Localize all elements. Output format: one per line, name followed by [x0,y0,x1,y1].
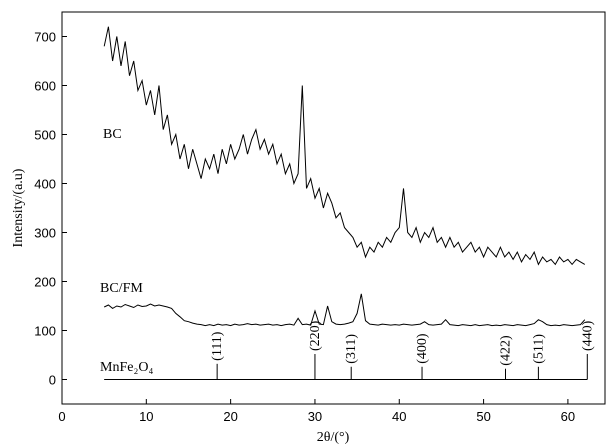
peak-label: (311) [344,334,359,364]
y-tick-label: 700 [34,30,56,45]
y-tick-label: 500 [34,128,56,143]
x-tick-label: 50 [476,409,490,424]
x-axis-title: 2θ/(°) [317,430,350,445]
data-line [103,293,586,327]
peak-label: (220) [308,320,323,351]
x-tick-label: 20 [223,409,237,424]
y-tick-label: 600 [34,79,56,94]
peak-label: (511) [531,334,546,364]
y-tick-label: 0 [49,373,56,388]
y-tick-label: 300 [34,226,56,241]
x-tick-label: 10 [139,409,153,424]
peak-label: (111) [210,331,225,361]
y-tick-label: 200 [34,275,56,290]
x-tick-label: 0 [58,409,65,424]
peak-label: (440) [580,320,595,351]
x-tick-label: 60 [561,409,575,424]
y-tick-label: 100 [34,324,56,339]
data-line [103,26,586,266]
series-label: BC/FM [100,281,143,296]
peak-label: (422) [499,335,514,366]
x-tick-label: 40 [392,409,406,424]
series-label: BC [103,127,122,142]
y-axis-title: Intensity/(a.u) [11,168,26,247]
plot-frame [61,11,606,405]
x-tick-label: 30 [308,409,322,424]
reference-label: MnFe₂O₄ [100,360,153,375]
y-tick-label: 400 [34,177,56,192]
peak-label: (400) [415,333,430,364]
